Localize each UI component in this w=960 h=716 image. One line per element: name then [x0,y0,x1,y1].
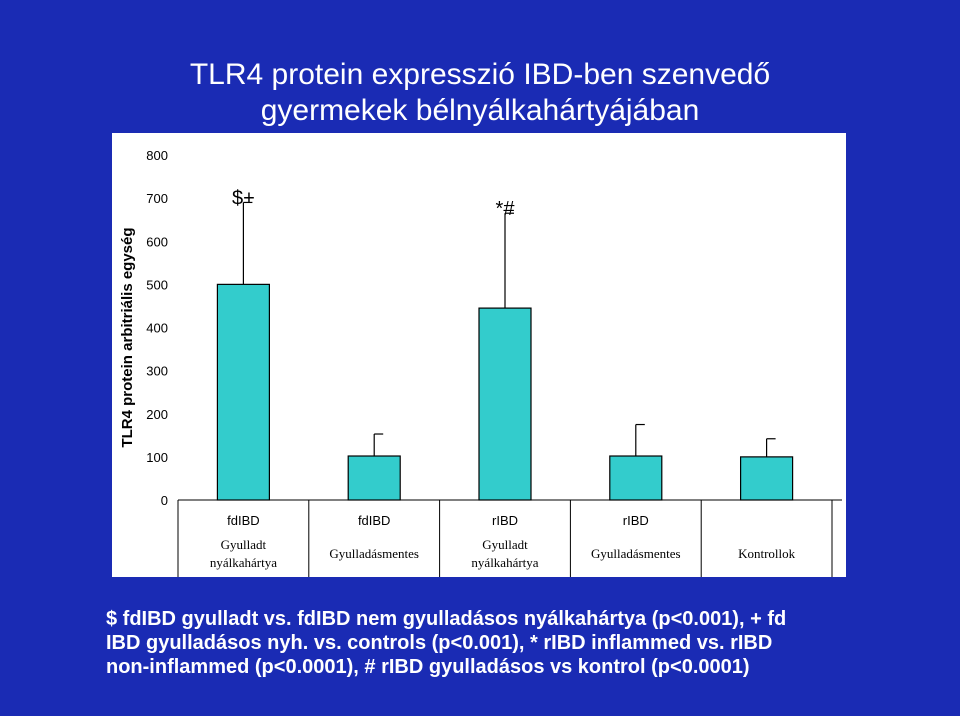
significance-annotation: *# [496,198,516,220]
y-tick-label: 800 [146,148,168,163]
x-category-label: Kontrollok [738,546,796,561]
bar [216,283,271,501]
y-axis-label: TLR4 protein arbitriális egység [119,227,136,447]
x-group-label: fdIBD [358,513,391,528]
x-category-label: Gyulladásmentes [591,546,681,561]
x-category-label: Gyulladt [482,537,528,552]
slide-title-line-1: TLR4 protein expresszió IBD-ben szenvedő [189,58,771,91]
bar [739,456,794,501]
caption-line-1: $ fdIBD gyulladt vs. fdIBD nem gyulladás… [106,608,787,630]
x-category-label: Gyulladásmentes [329,546,419,561]
y-tick-label: 500 [146,277,168,292]
y-tick-label: 0 [161,493,168,508]
bar-chart: TLR4 protein arbitriális egység 0 100 200 30… [119,148,842,577]
x-category-label: nyálkahártya [471,555,538,570]
chart-panel: TLR4 protein arbitriális egység 0 100 200 30… [112,133,846,577]
y-tick-label: 600 [146,234,168,249]
x-group-label: fdIBD [227,513,260,528]
y-tick-label: 200 [146,407,168,422]
y-tick-label: 100 [146,450,168,465]
y-tick-label: 700 [146,191,168,206]
x-group-label: rIBD [492,513,518,528]
x-group-label: rIBD [623,513,649,528]
y-tick-label: 300 [146,364,168,379]
significance-annotation: $+ [232,187,255,209]
y-tick-label: 400 [146,321,168,336]
bar [478,307,532,501]
slide-title-line-2: gyermekek bélnyálkahártyájában [260,94,700,127]
caption-line-3: non-inflammed (p<0.0001), # rIBD gyullad… [106,656,750,678]
x-category-label: nyálkahártya [210,555,277,570]
bar [609,455,663,501]
caption-line-2: IBD gyulladásos nyh. vs. controls (p<0.0… [106,632,773,654]
bar [347,455,401,501]
x-category-label: Gyulladt [221,537,267,552]
